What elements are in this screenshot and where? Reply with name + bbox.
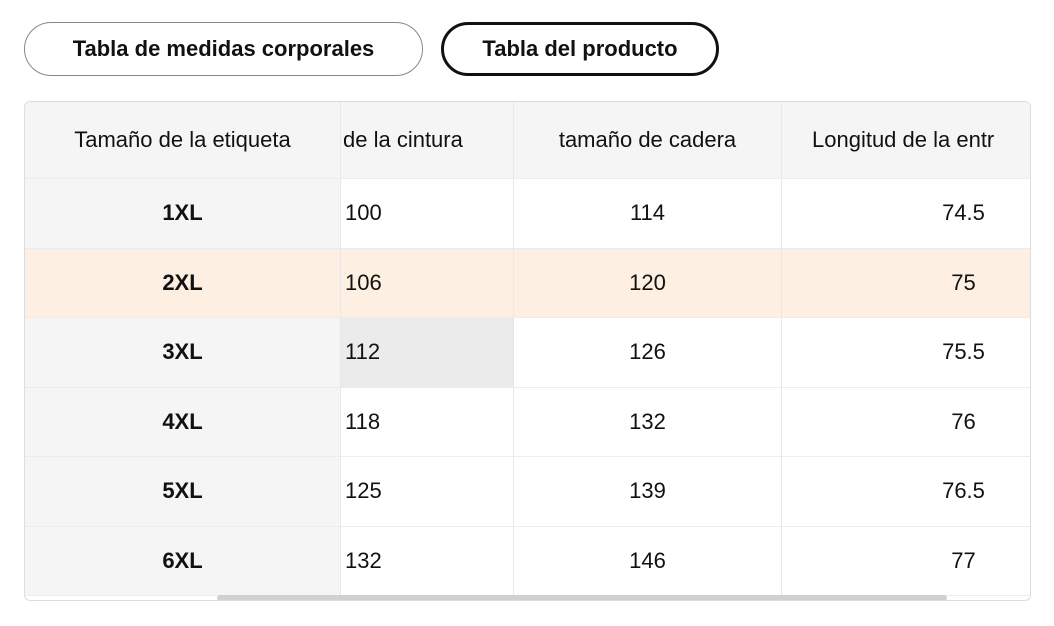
table-cell: 125 (341, 457, 514, 527)
table-cell: 146 (514, 526, 782, 596)
table-cell: 76.5 (782, 457, 1030, 527)
table-cell: 77 (782, 526, 1030, 596)
tab[interactable]: Tabla del producto (441, 22, 719, 76)
table-cell: 114 (514, 179, 782, 249)
size-label: 6XL (25, 526, 341, 596)
table-cell: 76 (782, 387, 1030, 457)
table-cell: 118 (341, 387, 514, 457)
table-cell: 75 (782, 248, 1030, 318)
table-cell: 75.5 (782, 318, 1030, 388)
table-cell: 139 (514, 457, 782, 527)
table-cell: 112 (341, 318, 514, 388)
tab[interactable]: Tabla de medidas corporales (24, 22, 423, 76)
table-cell: 126 (514, 318, 782, 388)
table-cell: 132 (341, 526, 514, 596)
size-label: 5XL (25, 457, 341, 527)
header-cell: Longitud de la entr (782, 102, 1030, 179)
table-cell: 100 (341, 179, 514, 249)
size-label: 2XL (25, 248, 341, 318)
header-cell: Tamaño de la etiqueta (25, 102, 341, 179)
scrollbar[interactable] (217, 595, 947, 600)
table-cell: 132 (514, 387, 782, 457)
size-table: Tamaño de la etiqueta de la cintura tamaño… (24, 101, 1031, 601)
header-cell: de la cintura (341, 102, 514, 179)
table-cell: 120 (514, 248, 782, 318)
size-label: 4XL (25, 387, 341, 457)
size-label: 3XL (25, 318, 341, 388)
table-cell: 74.5 (782, 179, 1030, 249)
size-label: 1XL (25, 179, 341, 249)
header-cell: tamaño de cadera (514, 102, 782, 179)
table-cell: 106 (341, 248, 514, 318)
